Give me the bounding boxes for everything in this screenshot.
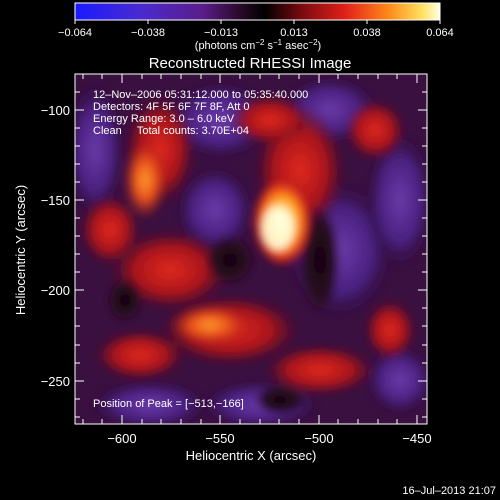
y-tick-label: −200 <box>41 283 70 298</box>
colorbar-tick-label: 0.013 <box>280 27 308 39</box>
colorbar-tick-marks <box>74 20 441 24</box>
colorbar-tick-label: −0.064 <box>58 27 92 39</box>
y-tick-label: −150 <box>41 193 70 208</box>
colorbar-tick-label: 0.064 <box>426 27 454 39</box>
axis-ticks <box>75 74 427 424</box>
info-detectors: Detectors: 4F 5F 6F 7F 8F, Att 0 <box>93 101 250 113</box>
x-axis-ticks: −600 −550 −500 −450 <box>107 431 431 446</box>
peak-position-label: Position of Peak = [−513,−166] <box>93 398 244 410</box>
page-title: Reconstructed RHESSI Image <box>149 55 352 72</box>
colorbar-tick-label: −0.013 <box>204 27 238 39</box>
rhessi-image <box>75 74 427 424</box>
colorbar-units: (photons cm−2 s−1 asec−2) <box>195 38 321 52</box>
colorbar: −0.064 −0.038 −0.013 0.013 0.038 0.064 (… <box>58 2 454 52</box>
x-tick-label: −600 <box>107 431 136 446</box>
y-tick-label: −250 <box>41 374 70 389</box>
x-tick-label: −550 <box>205 431 234 446</box>
info-energy-range: Energy Range: 3.0 – 6.0 keV <box>93 113 235 125</box>
observation-info: 12–Nov–2006 05:31:12.000 to 05:35:40.000… <box>93 89 308 137</box>
info-time-range: 12–Nov–2006 05:31:12.000 to 05:35:40.000 <box>93 89 308 101</box>
colorbar-gradient <box>74 2 441 21</box>
colorbar-tick-label: −0.038 <box>131 27 165 39</box>
y-axis-label: Heliocentric Y (arcsec) <box>13 185 28 315</box>
x-tick-label: −450 <box>402 431 431 446</box>
x-axis-label: Heliocentric X (arcsec) <box>186 448 317 463</box>
plot-frame <box>74 73 428 425</box>
timestamp: 16–Jul–2013 21:07 <box>402 485 496 497</box>
y-axis-ticks: −100 −150 −200 −250 <box>41 103 70 389</box>
info-clean-counts: Clean Total counts: 3.70E+04 <box>93 125 249 137</box>
x-tick-label: −500 <box>304 431 333 446</box>
colorbar-tick-label: 0.038 <box>353 27 381 39</box>
y-tick-label: −100 <box>41 103 70 118</box>
colorbar-tick-labels: −0.064 −0.038 −0.013 0.013 0.038 0.064 <box>58 27 454 39</box>
